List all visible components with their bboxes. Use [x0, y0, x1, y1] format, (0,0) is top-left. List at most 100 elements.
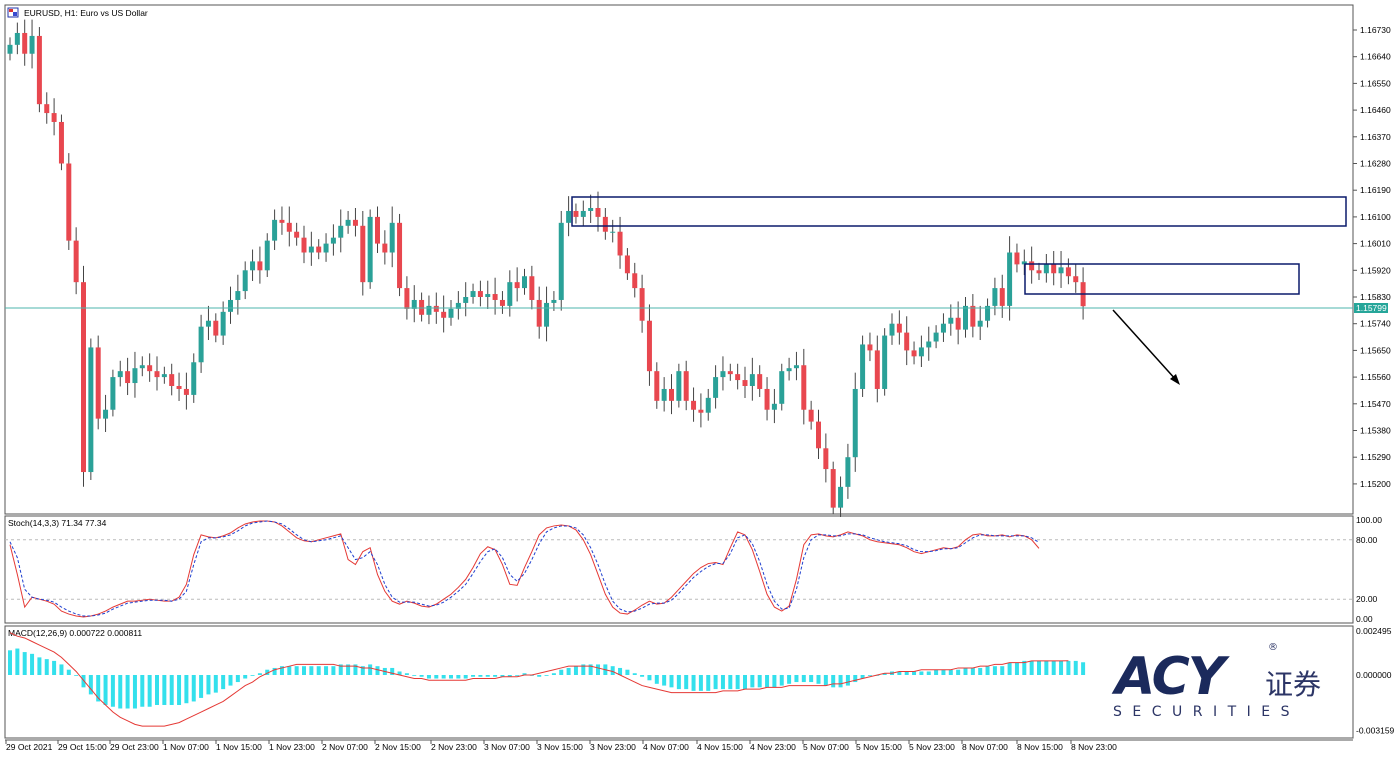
macd-histogram-bar	[897, 671, 902, 675]
macd-histogram-bar	[441, 675, 446, 679]
candle-bear	[301, 237, 307, 253]
candle-bear	[536, 299, 542, 327]
x-tick-label: 4 Nov 07:00	[643, 742, 689, 752]
x-tick-label: 2 Nov 23:00	[431, 742, 477, 752]
macd-histogram-bar	[794, 675, 799, 683]
candle-bull	[110, 377, 116, 410]
candle-bear	[742, 380, 748, 386]
macd-histogram-bar	[1029, 660, 1034, 675]
macd-histogram-bar	[757, 675, 762, 688]
macd-histogram-bar	[647, 675, 652, 681]
candle-bull	[566, 210, 572, 223]
macd-histogram-bar	[919, 671, 924, 675]
candle-bear	[382, 243, 388, 253]
macd-histogram-bar	[551, 673, 556, 675]
macd-histogram-bar	[831, 675, 836, 688]
stoch-tick-label: 0.00	[1356, 614, 1373, 624]
candle-bear	[66, 163, 72, 241]
macd-histogram-bar	[765, 675, 770, 688]
candle-bull	[507, 282, 513, 306]
macd-histogram-bar	[162, 675, 167, 705]
x-tick-label: 2 Nov 15:00	[375, 742, 421, 752]
macd-histogram-bar	[272, 667, 277, 675]
candle-bull	[720, 371, 726, 378]
candle-bull	[992, 288, 998, 306]
macd-histogram-bar	[992, 666, 997, 675]
macd-histogram-bar	[779, 675, 784, 686]
macd-histogram-bar	[743, 675, 747, 690]
macd-histogram-bar	[853, 675, 858, 683]
macd-histogram-bar	[926, 671, 931, 675]
candle-bear	[691, 400, 697, 410]
candle-bear	[911, 350, 917, 357]
macd-histogram-bar	[735, 675, 740, 690]
candle-bull	[228, 299, 233, 312]
macd-histogram-bar	[456, 675, 461, 679]
candle-bull	[448, 308, 454, 318]
macd-histogram-bar	[449, 675, 453, 679]
macd-histogram-bar	[610, 666, 615, 675]
macd-histogram-bar	[596, 664, 600, 675]
macd-histogram-bar	[177, 675, 182, 705]
candle-bear	[441, 311, 447, 318]
candle-bull	[522, 276, 527, 289]
x-tick-label: 3 Nov 15:00	[537, 742, 583, 752]
macd-histogram-bar	[1007, 662, 1012, 675]
macd-histogram-bar	[390, 667, 395, 675]
macd-histogram-bar	[1073, 660, 1078, 675]
macd-histogram-bar	[860, 675, 865, 679]
x-tick-label: 1 Nov 23:00	[269, 742, 315, 752]
macd-histogram-bar	[294, 666, 299, 675]
svg-text:®: ®	[1268, 642, 1278, 653]
macd-tick-label: 0.000000	[1356, 670, 1392, 680]
candle-bear	[816, 421, 821, 449]
price-tick-label: 1.15290	[1360, 452, 1391, 462]
candle-bull	[103, 409, 109, 419]
candle-bear	[999, 288, 1005, 306]
candle-bull	[242, 270, 248, 292]
price-tick-label: 1.16190	[1360, 185, 1391, 195]
candle-bear	[617, 231, 623, 256]
macd-histogram-bar	[1000, 666, 1005, 675]
candle-bull	[272, 219, 278, 241]
candle-bull	[889, 323, 895, 336]
macd-histogram-bar	[713, 675, 718, 690]
x-tick-label: 3 Nov 07:00	[484, 742, 530, 752]
candle-bear	[36, 35, 42, 105]
x-tick-label: 4 Nov 15:00	[697, 742, 743, 752]
macd-histogram-bar	[140, 675, 145, 707]
candle-bear	[316, 246, 322, 253]
macd-histogram-bar	[618, 667, 623, 675]
macd-histogram-bar	[823, 675, 828, 686]
candle-bear	[639, 288, 645, 321]
candle-bear	[757, 374, 763, 389]
macd-histogram-bar	[338, 664, 343, 675]
x-tick-label: 3 Nov 23:00	[590, 742, 636, 752]
macd-histogram-bar	[522, 673, 527, 675]
macd-histogram-bar	[155, 675, 159, 705]
macd-histogram-bar	[346, 664, 351, 675]
macd-histogram-bar	[588, 664, 593, 675]
price-tick-label: 1.15380	[1360, 426, 1391, 436]
macd-histogram-bar	[353, 664, 358, 675]
candle-bear	[213, 320, 219, 336]
macd-histogram-bar	[103, 675, 108, 705]
x-tick-label: 1 Nov 07:00	[163, 742, 209, 752]
candle-bear	[51, 113, 57, 122]
candle-bear	[867, 344, 873, 351]
candle-bull	[948, 317, 954, 324]
macd-histogram-bar	[625, 669, 630, 675]
svg-text:ACY: ACY	[1111, 647, 1231, 707]
price-tick-label: 1.15470	[1360, 399, 1391, 409]
candle-bull	[749, 374, 755, 386]
macd-histogram-bar	[96, 675, 101, 702]
macd-histogram-bar	[507, 675, 512, 677]
candle-bear	[955, 317, 961, 330]
macd-tick-label: -0.003159	[1356, 726, 1395, 736]
price-tick-label: 1.16640	[1360, 52, 1391, 62]
candle-bull	[845, 457, 851, 487]
macd-histogram-bar	[1014, 662, 1019, 675]
candle-bull	[389, 222, 395, 253]
resistance-zone-lower	[1024, 263, 1300, 295]
